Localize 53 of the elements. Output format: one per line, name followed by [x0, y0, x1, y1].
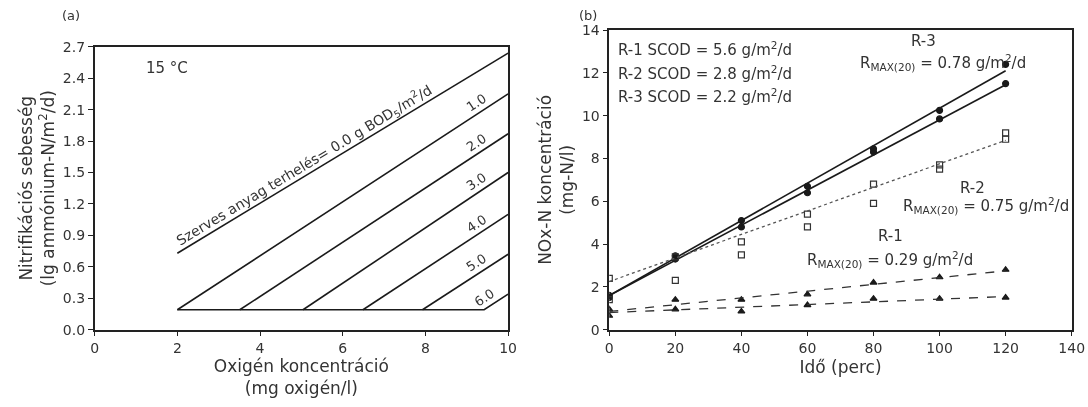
text: 1.0 [463, 90, 490, 115]
x-tick-label: 2 [172, 340, 182, 357]
annotation: R-3 SCOD = 2.2 g/m$^{2}$/d [618, 86, 793, 107]
x-axis-title: Idő (perc) [799, 357, 882, 378]
y-tick-label: 0.9 [62, 227, 86, 244]
text: 2.0 [463, 130, 490, 155]
y-tick-label: 0 [590, 321, 600, 338]
x-tick-label: 60 [798, 340, 817, 357]
text: (b) [579, 8, 598, 23]
y-tick-label: 4 [590, 235, 600, 252]
y-tick-label: 2.7 [62, 38, 86, 55]
y-tick-label: 0.3 [62, 290, 86, 307]
text: 5.0 [463, 250, 490, 275]
x-tick-label: 100 [926, 340, 953, 357]
x-tick-label: 0 [604, 340, 614, 357]
y-tick-label: 0.6 [62, 258, 86, 275]
annotation: R-2 SCOD = 2.8 g/m$^{2}$/d [618, 63, 793, 84]
text: (a) [62, 8, 81, 23]
annotation: R$_{MAX(20)}$ = 0.78 g/m$^{2}$/d [860, 52, 1027, 74]
y-tick-label: 8 [590, 150, 600, 167]
annotation: R-1 SCOD = 5.6 g/m$^{2}$/d [618, 39, 793, 60]
x-tick-label: 40 [732, 340, 751, 357]
annotation: R-2 [960, 179, 985, 197]
y-tick-label: 1.8 [62, 132, 86, 149]
x-tick-label: 140 [1058, 340, 1086, 357]
y-tick-label: 6 [590, 193, 600, 210]
y-tick-label: 10 [581, 107, 600, 124]
x-axis-title: Oxigén koncentráció (mg oxigén/l) [213, 356, 389, 399]
x-tick-label: 0 [90, 340, 100, 357]
y-tick-label: 2 [590, 278, 600, 295]
annotation: R-1 [878, 227, 903, 245]
x-tick-label: 6 [338, 340, 348, 357]
x-tick-label: 8 [420, 340, 430, 357]
y-tick-label: 14 [581, 22, 600, 39]
annotation: R$_{MAX(20)}$ = 0.75 g/m$^{2}$/d [903, 195, 1070, 217]
y-tick-label: 1.5 [62, 164, 86, 181]
x-tick-label: 80 [864, 340, 883, 357]
y-tick-label: 1.2 [62, 195, 86, 212]
annotation: R$_{MAX(20)}$ = 0.29 g/m$^{2}$/d [807, 249, 974, 271]
y-tick-label: 12 [581, 64, 600, 81]
x-tick-label: 10 [499, 340, 518, 357]
x-tick-label: 20 [666, 340, 685, 357]
y-axis-title: NOx-N koncentráció (mg-N/l) [534, 94, 577, 265]
annotation: 15 °C [146, 59, 188, 77]
x-tick-label: 4 [255, 340, 265, 357]
text: 6.0 [471, 285, 498, 310]
text: 3.0 [463, 169, 490, 194]
text: 4.0 [463, 211, 490, 236]
y-tick-label: 0.0 [62, 321, 86, 338]
y-tick-label: 2.4 [62, 70, 86, 87]
y-tick-label: 2.1 [62, 101, 86, 118]
x-tick-label: 120 [992, 340, 1019, 357]
annotation: R-3 [911, 32, 936, 50]
